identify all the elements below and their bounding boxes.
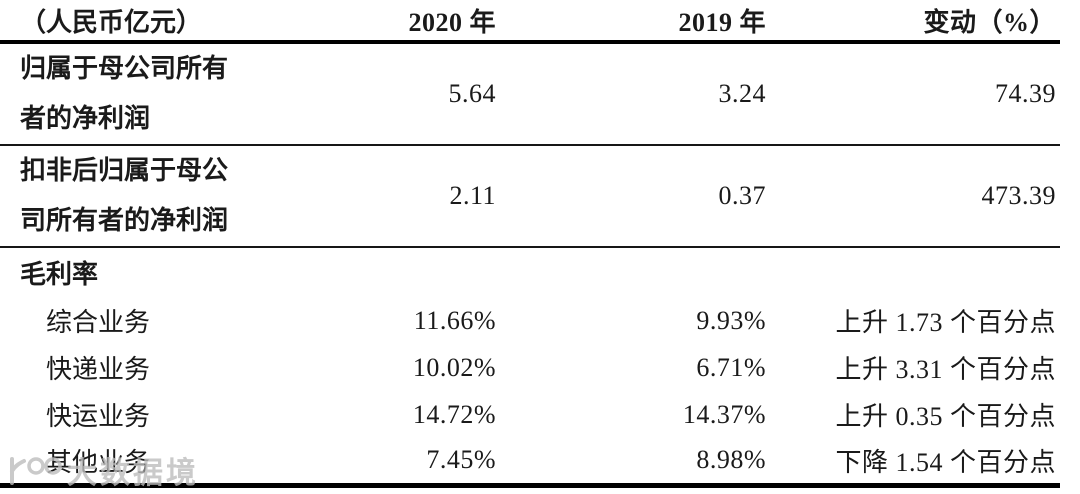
value-2020-cell: 2.11: [449, 181, 496, 210]
table-row-other-business: 其他业务 7.45% 8.98% 下降 1.54 个百分点: [0, 438, 1060, 485]
value-2019-cell: 9.93%: [696, 305, 766, 335]
value-2019-cell: 6.71%: [696, 352, 766, 382]
value-change-cell: 上升 0.35 个百分点: [835, 402, 1056, 431]
row-label: 扣非后归属于母公司所有者的净利润: [20, 156, 229, 235]
value-2020-cell: 10.02%: [412, 352, 496, 382]
column-header-change: 变动（%）: [923, 7, 1056, 37]
value-2019-cell: 14.37%: [682, 399, 766, 429]
value-2020-cell: 14.72%: [412, 399, 496, 429]
row-label-cell: 扣非后归属于母公司所有者的净利润: [0, 145, 330, 247]
row-label: 其他业务: [46, 447, 151, 477]
value-2020-cell: 11.66%: [413, 305, 496, 335]
value-change-cell: 下降 1.54 个百分点: [835, 447, 1056, 477]
row-label: 归属于母公司所有者的净利润: [20, 54, 229, 133]
row-label-cell: 归属于母公司所有者的净利润: [0, 42, 330, 145]
row-label: 综合业务: [46, 308, 151, 337]
value-2019-cell: 0.37: [718, 181, 766, 210]
value-2019-cell: 3.24: [718, 79, 766, 108]
value-2020-cell: 5.64: [448, 79, 496, 108]
table-row-gross-margin-section: 毛利率: [0, 247, 1060, 297]
value-change-cell: 473.39: [981, 181, 1056, 210]
value-2020-cell: [330, 247, 500, 297]
column-header-2020: 2020 年: [408, 7, 496, 37]
row-label: 快运业务: [46, 402, 151, 431]
unit-header-cell: （人民币亿元）: [20, 7, 203, 37]
table-row-integrated-business: 综合业务 11.66% 9.93% 上升 1.73 个百分点: [0, 297, 1060, 344]
table-row-net-profit: 归属于母公司所有者的净利润 5.64 3.24 74.39: [0, 42, 1060, 145]
value-change-cell: 上升 1.73 个百分点: [835, 308, 1056, 337]
table-row-express-business: 快递业务 10.02% 6.71% 上升 3.31 个百分点: [0, 344, 1060, 391]
table-row-deducted-net-profit: 扣非后归属于母公司所有者的净利润 2.11 0.37 473.39: [0, 145, 1060, 247]
financial-results-table: （人民币亿元） 2020 年 2019 年 变动（%） 归属于母公司所有者的净利…: [0, 0, 1060, 485]
value-2020-cell: 7.45%: [426, 445, 496, 475]
value-change-cell: 上升 3.31 个百分点: [835, 355, 1056, 384]
table-row-freight-business: 快运业务 14.72% 14.37% 上升 0.35 个百分点: [0, 391, 1060, 438]
table-header-row: （人民币亿元） 2020 年 2019 年 变动（%）: [0, 0, 1060, 42]
value-change-cell: 74.39: [995, 79, 1056, 108]
value-change-cell: [770, 247, 1060, 297]
section-label: 毛利率: [20, 260, 99, 289]
value-2019-cell: 8.98%: [696, 445, 766, 475]
row-label: 快递业务: [46, 355, 151, 384]
column-header-2019: 2019 年: [678, 7, 766, 37]
value-2019-cell: [500, 247, 770, 297]
